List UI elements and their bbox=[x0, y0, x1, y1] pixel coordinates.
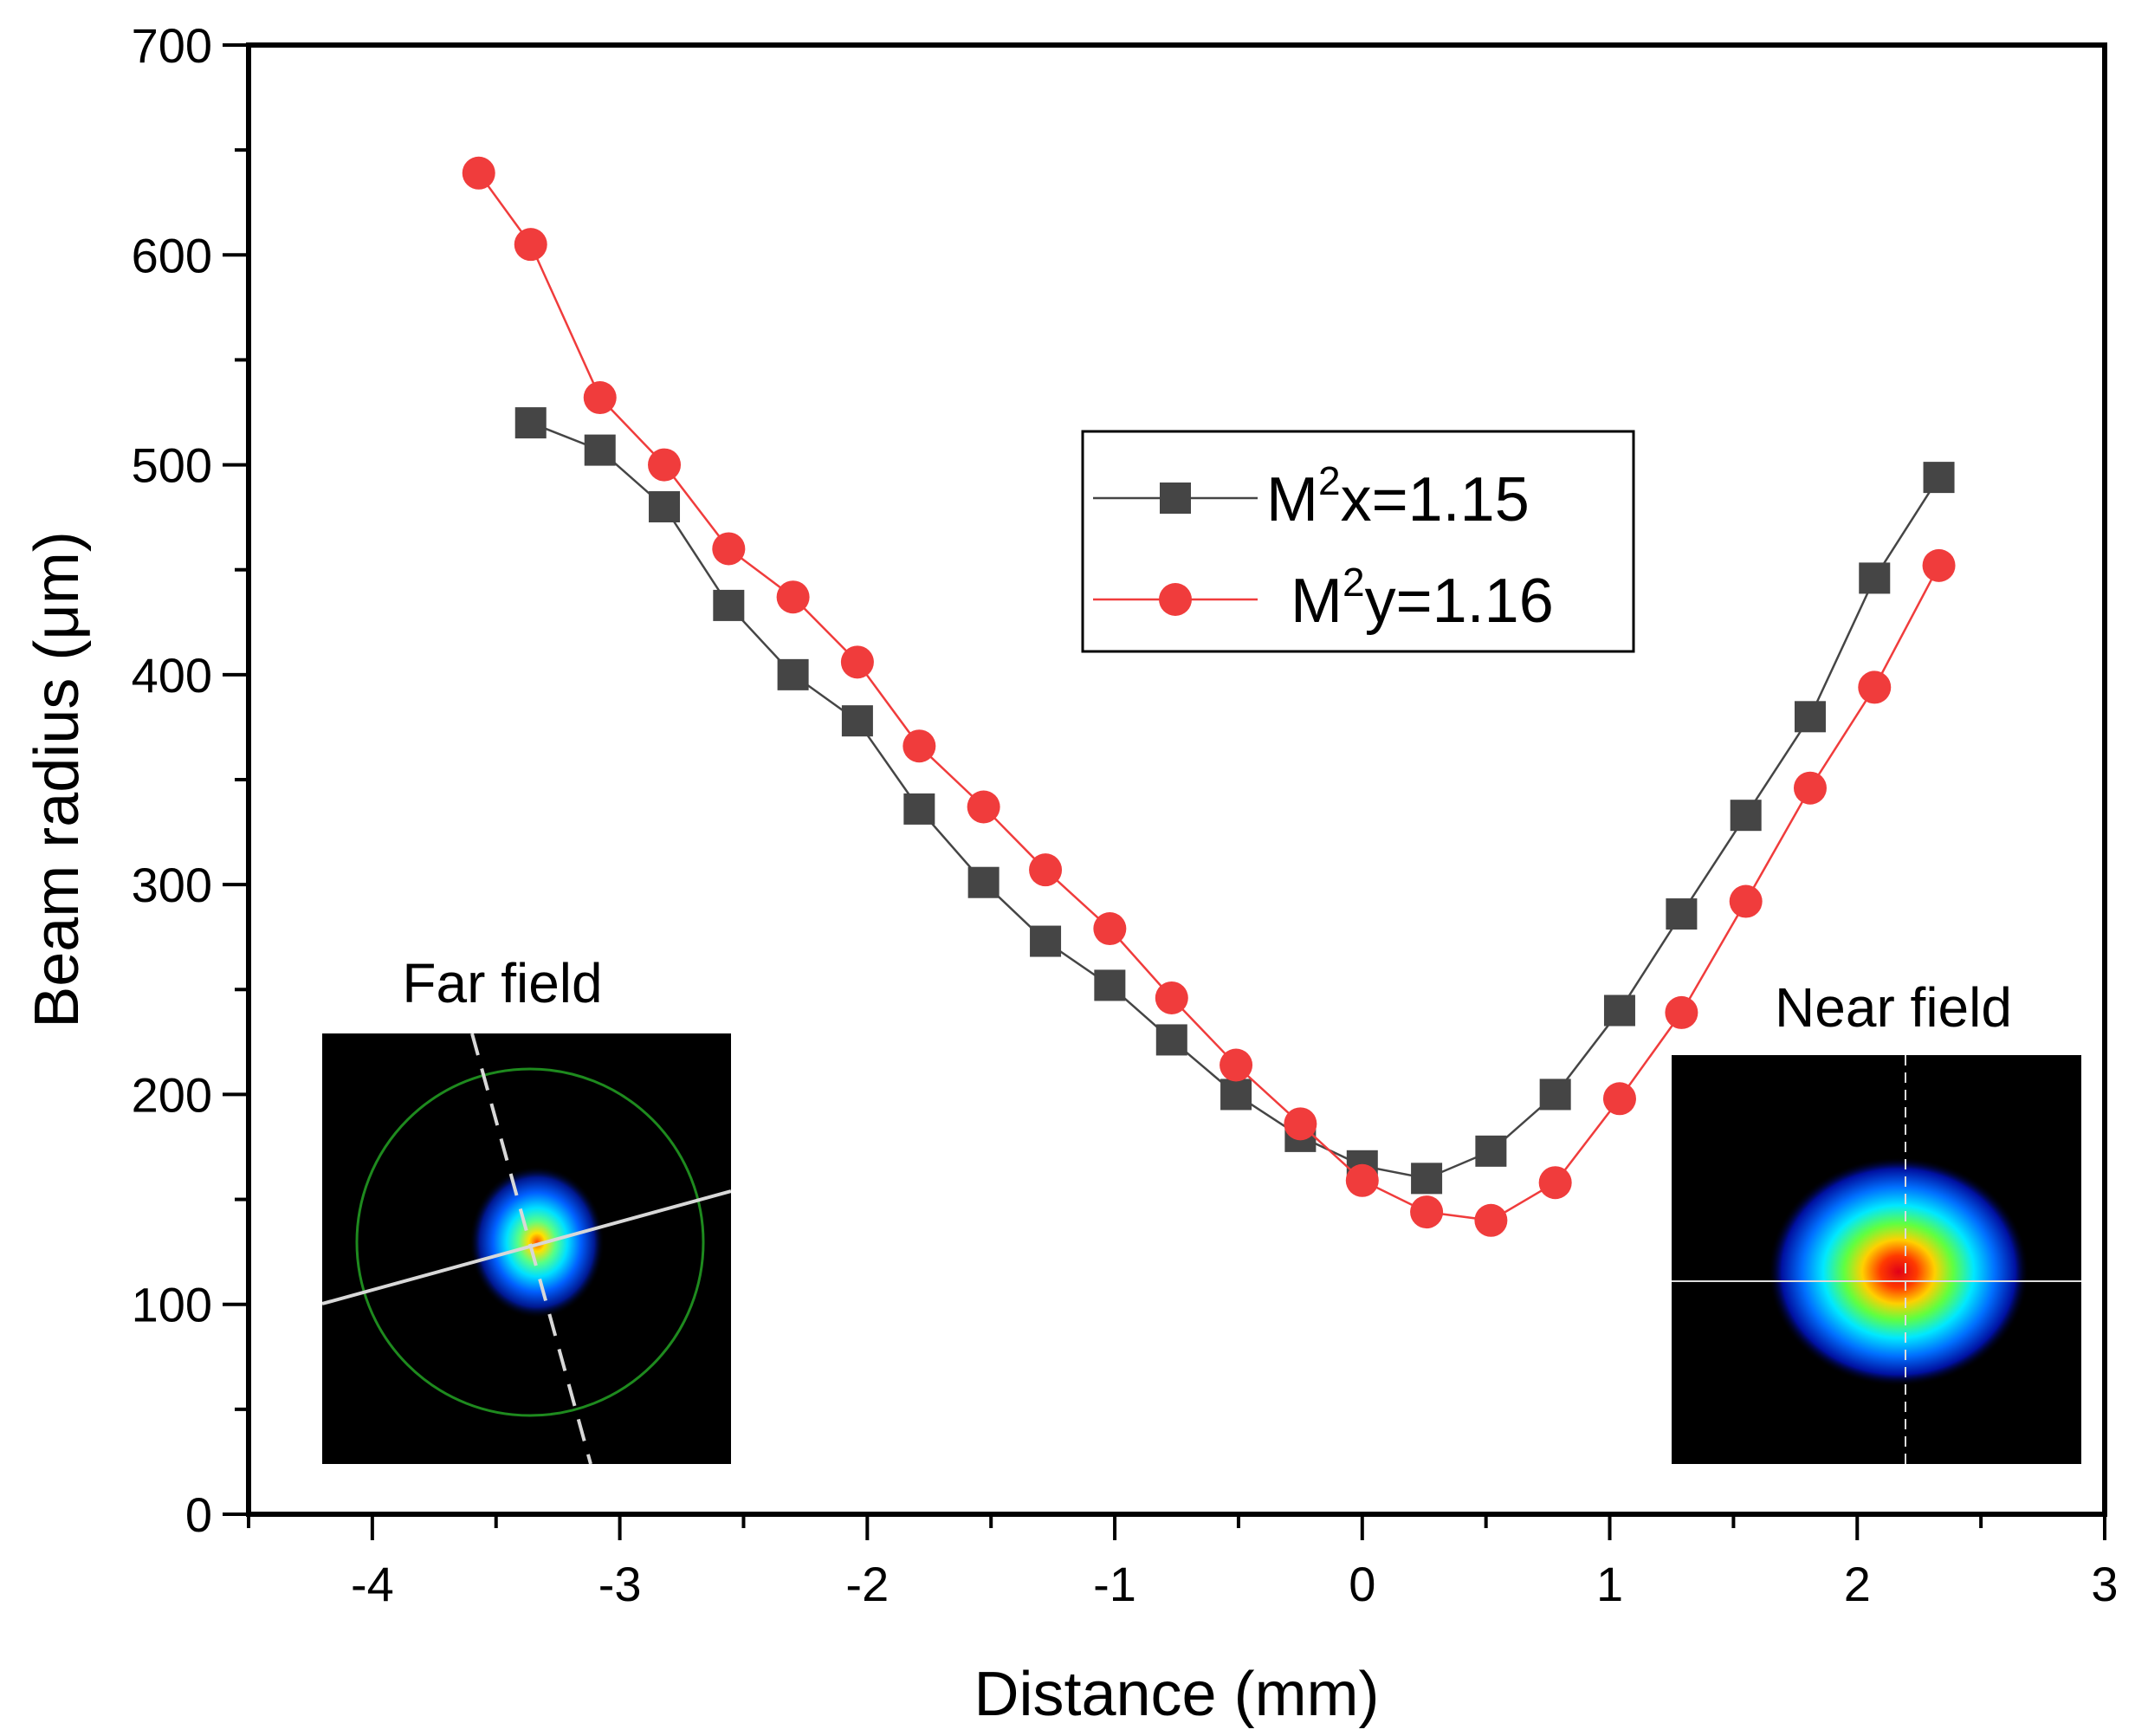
x-tick-label: 3 bbox=[2091, 1557, 2118, 1611]
x-tick-label: 2 bbox=[1844, 1557, 1871, 1611]
data-point bbox=[1794, 701, 1826, 733]
y-tick-label: 600 bbox=[132, 228, 212, 282]
x-tick-label: -1 bbox=[1093, 1557, 1136, 1611]
data-point bbox=[1923, 462, 1955, 494]
data-point bbox=[712, 532, 746, 566]
data-point bbox=[1220, 1048, 1253, 1082]
legend-label: M2x=1.15 bbox=[1266, 458, 1530, 534]
near-field-inset: Near field bbox=[1672, 976, 2081, 1464]
data-point bbox=[1155, 1024, 1187, 1056]
data-point bbox=[1410, 1195, 1444, 1229]
data-point bbox=[1859, 562, 1891, 594]
y-tick-label: 700 bbox=[132, 18, 212, 73]
data-point bbox=[1665, 995, 1698, 1029]
x-tick-label: -4 bbox=[351, 1557, 394, 1611]
legend-marker bbox=[1159, 583, 1192, 616]
far-field-label: Far field bbox=[402, 952, 602, 1014]
y-tick-label: 500 bbox=[132, 438, 212, 493]
far-field-beam-spot bbox=[469, 1166, 605, 1318]
series-line bbox=[477, 172, 1940, 1222]
data-point bbox=[648, 448, 682, 482]
data-point bbox=[1602, 1082, 1636, 1116]
data-point bbox=[462, 156, 495, 190]
data-point bbox=[1029, 853, 1063, 887]
data-point bbox=[1475, 1135, 1507, 1167]
data-point bbox=[1093, 912, 1127, 946]
data-point bbox=[967, 866, 1000, 898]
data-point bbox=[840, 645, 874, 679]
data-point bbox=[1345, 1163, 1379, 1197]
data-point bbox=[1730, 800, 1762, 832]
data-point bbox=[1155, 981, 1188, 1014]
near-field-beam-spot bbox=[1769, 1157, 2028, 1386]
y-axis-title: Beam radius (μm) bbox=[23, 531, 92, 1028]
data-point bbox=[514, 407, 547, 439]
series-m2y bbox=[462, 156, 1956, 1237]
legend-label-superscript: 2 bbox=[1342, 560, 1365, 605]
x-axis-title: Distance (mm) bbox=[974, 1660, 1379, 1729]
y-tick-label: 300 bbox=[132, 858, 212, 912]
legend-label-superscript: 2 bbox=[1318, 458, 1341, 503]
series-layer bbox=[462, 156, 1956, 1237]
x-tick-label: 0 bbox=[1349, 1557, 1375, 1611]
data-point bbox=[1220, 1079, 1252, 1111]
legend-label: M2y=1.16 bbox=[1291, 560, 1554, 636]
data-point bbox=[1538, 1166, 1572, 1200]
data-point bbox=[776, 580, 810, 614]
data-point bbox=[1030, 925, 1062, 957]
far-field-inset: Far field bbox=[322, 952, 731, 1464]
far-field-aperture-circle bbox=[355, 1067, 705, 1417]
data-point bbox=[514, 228, 547, 262]
data-point bbox=[649, 491, 681, 523]
data-point bbox=[1539, 1079, 1571, 1111]
data-point bbox=[584, 434, 616, 466]
far-field-crosshair-dashed bbox=[470, 1033, 592, 1464]
y-tick-label: 100 bbox=[132, 1278, 212, 1332]
data-point bbox=[1793, 771, 1827, 805]
data-point bbox=[903, 793, 935, 825]
data-point bbox=[967, 790, 1000, 824]
data-point bbox=[583, 381, 617, 415]
legend-label-rest: x=1.15 bbox=[1341, 465, 1530, 534]
legend-label-main: M bbox=[1266, 465, 1318, 534]
legend-entry-m2y: M2y=1.16 bbox=[1093, 560, 1554, 636]
data-point bbox=[1474, 1203, 1508, 1237]
data-point bbox=[1729, 884, 1763, 918]
data-point bbox=[713, 589, 745, 621]
data-point bbox=[1603, 994, 1635, 1027]
x-tick-label: -3 bbox=[598, 1557, 642, 1611]
far-field-crosshair-solid bbox=[322, 1189, 731, 1305]
data-point bbox=[1666, 898, 1698, 930]
data-point bbox=[777, 658, 809, 690]
legend-label-rest: y=1.16 bbox=[1365, 567, 1554, 636]
data-point bbox=[841, 705, 873, 737]
y-tick-label: 400 bbox=[132, 648, 212, 703]
x-tick-label: 1 bbox=[1596, 1557, 1623, 1611]
data-point bbox=[1858, 670, 1892, 704]
data-point bbox=[1094, 969, 1126, 1001]
data-point bbox=[1411, 1163, 1443, 1195]
data-point bbox=[1922, 548, 1956, 582]
x-tick-label: -2 bbox=[845, 1557, 889, 1611]
legend-entry-m2x: M2x=1.15 bbox=[1093, 458, 1530, 534]
y-tick-label: 0 bbox=[185, 1487, 212, 1542]
data-point bbox=[1284, 1107, 1317, 1141]
legend-label-main: M bbox=[1291, 567, 1342, 636]
y-tick-label: 200 bbox=[132, 1067, 212, 1122]
axes-layer: -4 -3 -2 -1 0 1 2 3 0 100 200 300 400 500 600 700 Distan… bbox=[23, 18, 2119, 1729]
legend-marker bbox=[1160, 483, 1191, 514]
near-field-label: Near field bbox=[1775, 976, 2012, 1039]
data-point bbox=[903, 729, 936, 763]
